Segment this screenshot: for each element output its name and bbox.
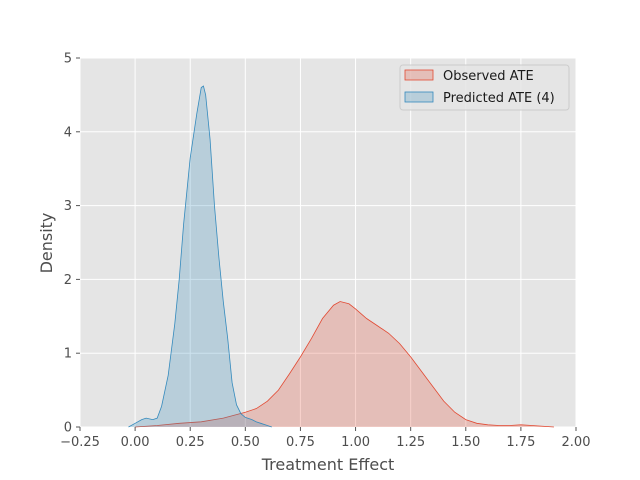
legend: Observed ATE Predicted ATE (4): [399, 64, 570, 111]
y-tick-label: 2: [64, 273, 72, 288]
x-tick-label: 1.50: [451, 435, 480, 450]
legend-swatch-observed: [404, 69, 434, 81]
series-line-1: [128, 85, 272, 428]
x-tick-label: 2.00: [562, 435, 591, 450]
y-tick-label: 1: [64, 347, 72, 362]
x-axis-label: Treatment Effect: [261, 455, 395, 474]
x-tick-label: 0.00: [121, 435, 150, 450]
series-line-0: [135, 301, 554, 428]
x-tick-label: 1.00: [341, 435, 370, 450]
series-fill-0: [135, 301, 554, 427]
plot-area: [80, 58, 576, 427]
x-tick-label: 1.75: [506, 435, 535, 450]
x-tick-label: −0.25: [60, 435, 100, 450]
legend-label-predicted: Predicted ATE (4): [443, 91, 555, 106]
y-tick-label: 0: [64, 421, 72, 436]
series-fill-1: [128, 86, 272, 427]
grid-lines: [79, 57, 577, 428]
legend-box: [399, 64, 570, 111]
legend-label-observed: Observed ATE: [443, 69, 534, 84]
x-tick-label: 0.75: [286, 435, 315, 450]
x-tick-label: 0.25: [176, 435, 205, 450]
legend-swatch-predicted: [404, 91, 434, 103]
x-axis-ticks: −0.25 0.00 0.25 0.50 0.75 1.00 1.25 1.50 1.75 2.0…: [60, 427, 590, 450]
y-tick-label: 3: [64, 199, 72, 214]
y-axis-label: Density: [37, 213, 56, 274]
y-axis-ticks: 0 1 2 3 4 5: [64, 52, 80, 436]
density-areas: [128, 85, 554, 428]
y-tick-label: 5: [64, 52, 72, 67]
x-tick-label: 1.25: [396, 435, 425, 450]
x-tick-label: 0.50: [231, 435, 260, 450]
y-tick-label: 4: [64, 125, 72, 140]
